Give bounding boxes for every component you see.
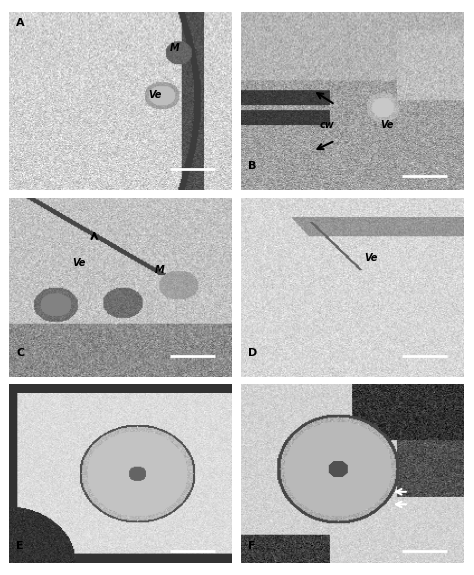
Text: M: M — [170, 43, 180, 53]
Text: C: C — [16, 348, 24, 358]
Text: Ve: Ve — [148, 90, 161, 99]
Text: Ve: Ve — [364, 252, 377, 263]
Text: A: A — [16, 18, 25, 28]
Text: M: M — [155, 265, 164, 275]
Text: D: D — [248, 348, 257, 358]
Text: F: F — [248, 541, 255, 551]
Text: Ve: Ve — [380, 120, 393, 130]
Text: cw: cw — [319, 120, 334, 130]
Text: B: B — [248, 161, 256, 171]
Text: E: E — [16, 541, 24, 551]
Text: Ve: Ve — [72, 258, 85, 268]
